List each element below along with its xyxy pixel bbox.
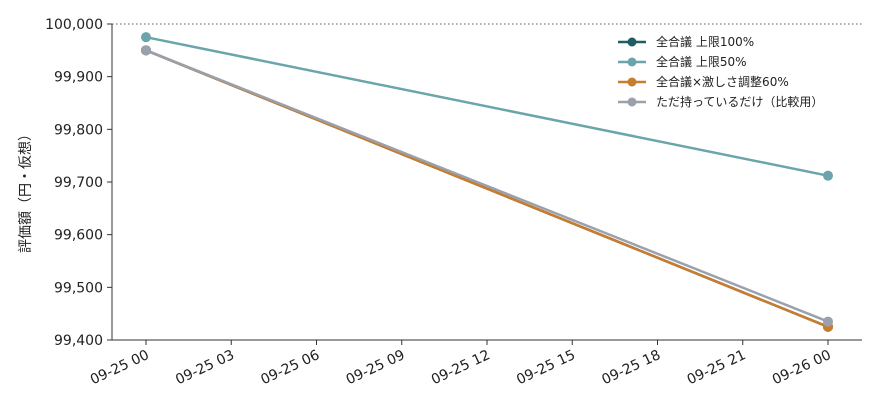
- legend-label: 全合議 上限50%: [656, 54, 747, 69]
- legend-label: 全合議 上限100%: [656, 34, 754, 49]
- legend-swatch-marker: [627, 77, 637, 87]
- y-tick-label: 100,000: [45, 17, 103, 33]
- x-tick-label: 09-25 15: [514, 347, 578, 388]
- x-tick-label: 09-25 00: [88, 347, 152, 388]
- axes: [111, 24, 862, 341]
- data-point: [823, 316, 833, 327]
- series: [141, 32, 833, 332]
- x-tick-label: 09-25 21: [685, 347, 749, 388]
- data-point: [141, 45, 151, 56]
- y-tick-label: 99,400: [54, 333, 103, 349]
- x-tick-label: 09-25 03: [173, 347, 237, 388]
- y-tick-label: 99,600: [54, 228, 103, 244]
- x-tick-label: 09-25 12: [429, 347, 493, 388]
- legend-swatch-marker: [627, 97, 637, 107]
- y-ticks: 99,400 99,500 99,600 99,700 99,800 99,900 100,…: [45, 17, 112, 349]
- series-line: [145, 35, 829, 177]
- data-point: [141, 32, 151, 43]
- x-tick-label: 09-25 18: [599, 347, 663, 388]
- legend-label: ただ持っているだけ（比較用）: [656, 94, 823, 109]
- legend-swatch-marker: [627, 37, 637, 47]
- y-tick-label: 99,900: [54, 70, 103, 86]
- x-tick-label: 09-26 00: [770, 347, 834, 388]
- x-tick-label: 09-25 06: [258, 347, 322, 388]
- x-ticks: 09-25 00 09-25 03 09-25 06 09-25 09 09-25 12…: [88, 340, 834, 388]
- y-tick-label: 99,800: [54, 122, 103, 138]
- x-tick-label: 09-25 09: [344, 347, 408, 388]
- legend-label: 全合議×激しさ調整60%: [656, 74, 789, 89]
- y-axis-title: 評価額（円・仮想）: [18, 127, 34, 253]
- y-tick-label: 99,500: [54, 280, 103, 296]
- legend: 全合議 上限100% 全合議 上限50% 全合議×激しさ調整60% ただ持っているだけ…: [618, 34, 823, 109]
- data-point: [823, 170, 833, 181]
- series-line: [145, 49, 829, 323]
- legend-swatch-marker: [627, 57, 637, 67]
- y-tick-label: 99,700: [54, 175, 103, 191]
